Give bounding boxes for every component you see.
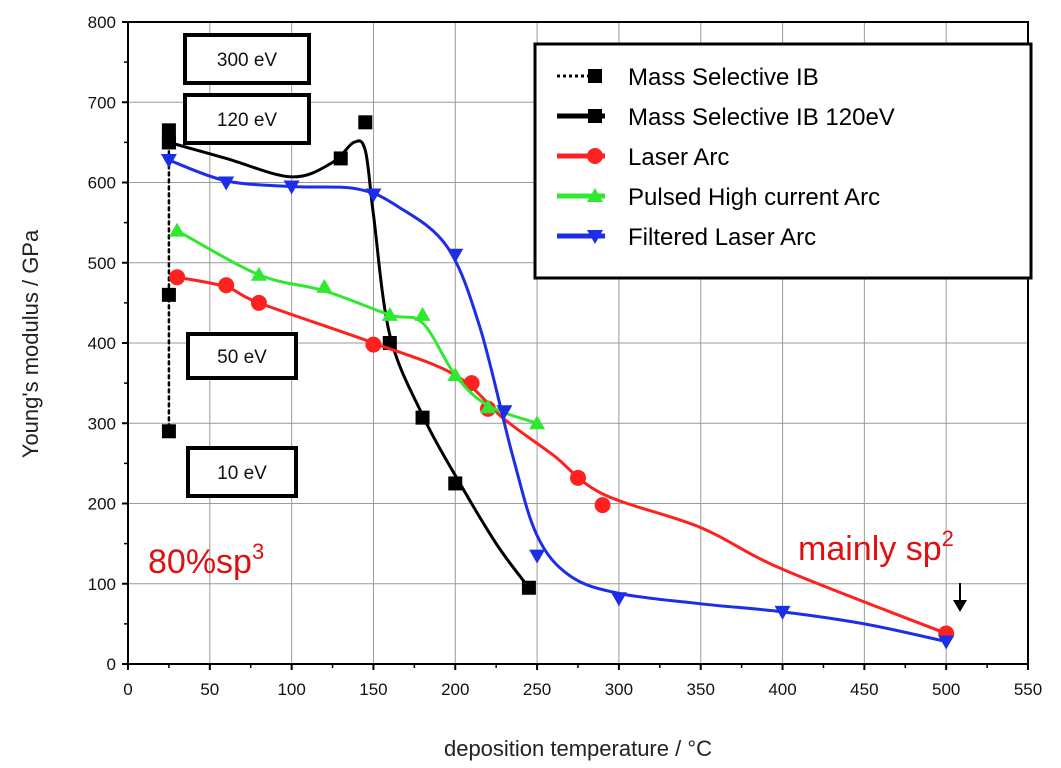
data-point-filtered-laser-arc: [160, 154, 177, 169]
data-point-mass-selective-ib-120ev: [415, 410, 430, 425]
data-point-pulsed-high-current-arc: [529, 415, 546, 430]
x-tick-label: 0: [123, 680, 132, 699]
energy-label-300ev: 300 eV: [183, 33, 311, 85]
data-point-pulsed-high-current-arc: [250, 266, 267, 281]
x-tick-label: 500: [932, 680, 960, 699]
x-tick-label: 100: [277, 680, 305, 699]
data-point-filtered-laser-arc: [496, 405, 513, 420]
data-point-mass-selective-ib-120ev: [448, 476, 463, 491]
data-point-filtered-laser-arc: [447, 248, 464, 263]
energy-label-300ev-text: 300 eV: [217, 50, 278, 71]
data-point-laser-arc: [218, 277, 235, 294]
series-line-pulsed-high-current-arc: [175, 229, 539, 425]
data-point-laser-arc: [463, 375, 480, 392]
data-point-laser-arc: [365, 336, 382, 353]
data-point-pulsed-high-current-arc: [381, 306, 398, 321]
data-point-laser-arc: [250, 294, 267, 311]
x-tick-label: 50: [200, 680, 219, 699]
legend-label: Mass Selective IB: [628, 64, 819, 91]
y-tick-label: 400: [88, 334, 116, 353]
data-point-filtered-laser-arc: [365, 188, 382, 203]
x-tick-label: 450: [850, 680, 878, 699]
data-point-pulsed-high-current-arc: [414, 306, 431, 321]
legend-swatch-marker: [587, 148, 603, 164]
energy-label-120ev-text: 120 eV: [217, 110, 278, 131]
legend-swatch-marker: [587, 188, 603, 202]
data-point-pulsed-high-current-arc: [447, 367, 464, 382]
energy-label-10ev: 10 eV: [186, 446, 298, 498]
data-point-laser-arc: [570, 469, 586, 486]
legend-swatch-marker: [588, 109, 602, 123]
series-pulsed-high-current-arc: [169, 222, 546, 430]
legend-swatch-marker: [588, 69, 602, 83]
series-line-filtered-laser-arc: [167, 158, 948, 644]
energy-label-50ev-text: 50 eV: [217, 347, 267, 368]
x-tick-label: 200: [441, 680, 469, 699]
data-point-pulsed-high-current-arc: [169, 222, 186, 237]
legend-item-pulsed-high-current-arc: Pulsed High current Arc: [557, 184, 880, 211]
data-point-laser-arc: [594, 497, 611, 514]
x-tick-label: 350: [687, 680, 715, 699]
legend-swatch-marker: [587, 230, 603, 244]
series-mass-selective-ib-120ev: [161, 115, 536, 595]
energy-label-10ev-text: 10 eV: [217, 463, 267, 484]
data-point-mass-selective-ib-120ev: [521, 580, 536, 595]
x-tick-label: 400: [768, 680, 796, 699]
data-point-filtered-laser-arc: [610, 592, 627, 607]
data-point-filtered-laser-arc: [283, 180, 300, 195]
sp2-note: mainly sp2: [798, 526, 954, 568]
series-filtered-laser-arc: [160, 154, 955, 650]
legend-item-mass-selective-ib-120ev: Mass Selective IB 120eV: [557, 104, 895, 131]
y-axis-title: Young's modulus / GPa: [18, 229, 43, 458]
data-point-mass-selective-ib: [161, 287, 176, 302]
legend: Mass Selective IB Mass Selective IB 120eV…: [533, 42, 1033, 280]
data-point-pulsed-high-current-arc: [316, 278, 333, 293]
x-tick-label: 550: [1014, 680, 1042, 699]
data-series: [160, 115, 955, 650]
data-point-mass-selective-ib: [161, 123, 176, 138]
legend-label: Laser Arc: [628, 144, 729, 171]
legend-label: Pulsed High current Arc: [628, 184, 880, 211]
sp2-arrow-icon: [953, 583, 967, 612]
data-point-mass-selective-ib-120ev: [333, 151, 348, 166]
y-tick-label: 800: [88, 13, 116, 32]
y-tick-label: 500: [88, 254, 116, 273]
data-point-mass-selective-ib-120ev: [161, 135, 176, 150]
y-tick-label: 600: [88, 174, 116, 193]
data-point-filtered-laser-arc: [529, 549, 546, 564]
series-laser-arc: [169, 269, 955, 642]
y-tick-label: 200: [88, 495, 116, 514]
x-tick-label: 300: [605, 680, 633, 699]
legend-label: Filtered Laser Arc: [628, 224, 816, 251]
energy-label-50ev: 50 eV: [186, 332, 298, 380]
axis-ticks: 0 50 100 150 200 250 300 350 400 450 500 550 0 100 200…: [88, 13, 1043, 699]
data-point-filtered-laser-arc: [218, 176, 235, 191]
data-point-filtered-laser-arc: [938, 635, 955, 650]
x-tick-label: 150: [359, 680, 387, 699]
data-point-laser-arc: [169, 269, 186, 286]
series-line-mass-selective-ib-120ev: [167, 139, 531, 590]
y-tick-label: 100: [88, 575, 116, 594]
y-tick-label: 0: [107, 655, 116, 674]
sp3-note: 80%sp3: [148, 539, 264, 581]
y-tick-label: 700: [88, 93, 116, 112]
energy-label-120ev: 120 eV: [183, 93, 311, 145]
y-tick-label: 300: [88, 414, 116, 433]
x-tick-label: 250: [523, 680, 551, 699]
legend-item-laser-arc: Laser Arc: [557, 144, 729, 171]
legend-item-filtered-laser-arc: Filtered Laser Arc: [557, 224, 816, 251]
data-point-filtered-laser-arc: [774, 605, 791, 620]
legend-label: Mass Selective IB 120eV: [628, 104, 895, 131]
data-point-mass-selective-ib-120ev: [358, 115, 373, 130]
data-point-pulsed-high-current-arc: [480, 399, 496, 414]
data-point-mass-selective-ib: [161, 424, 176, 439]
legend-item-mass-selective-ib: Mass Selective IB: [557, 64, 819, 91]
x-axis-title: deposition temperature / °C: [444, 736, 712, 761]
